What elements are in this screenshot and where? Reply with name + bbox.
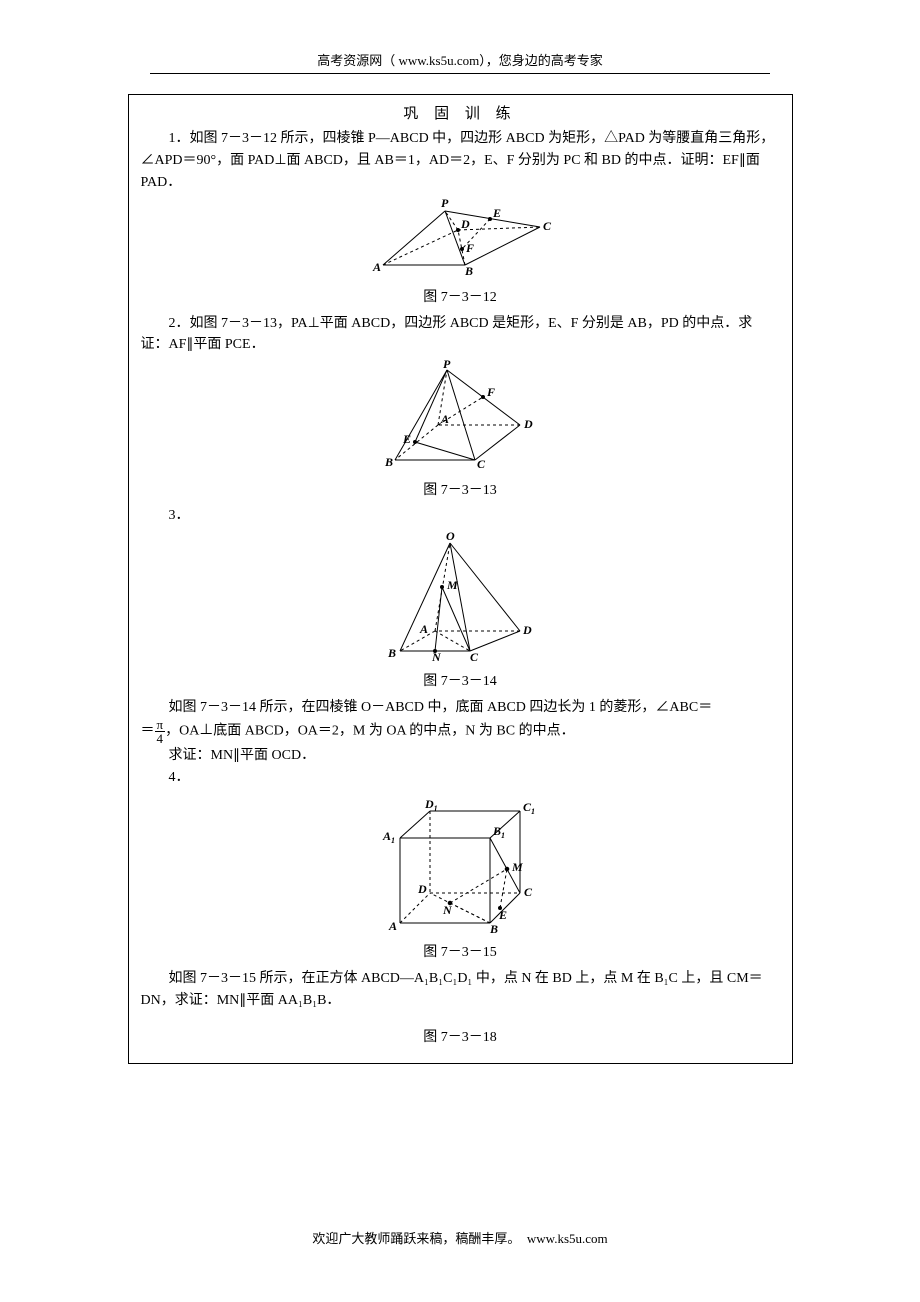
problem-3-text-b: ，OA⊥底面 ABCD，OA＝2，M 为 OA 的中点，N 为 BC 的中点． xyxy=(165,724,575,739)
figure-7-3-15-caption: 图 7－3－15 xyxy=(141,942,780,964)
problem-4-text: 如图 7－3－15 所示，在正方体 ABCD—A₁B₁C₁D₁ 中，点 N 在 … xyxy=(141,968,780,1011)
frac-den: 4 xyxy=(155,732,166,745)
label-D2: D xyxy=(523,417,533,431)
label-D4: D xyxy=(417,882,427,896)
label-C: C xyxy=(543,219,552,233)
header-rule xyxy=(150,73,770,74)
label-C4: C xyxy=(524,885,533,899)
footer-url: www.ks5u.com xyxy=(527,1231,608,1246)
label-B2: B xyxy=(384,455,393,469)
figure-7-3-18-caption: 图 7－3－18 xyxy=(141,1027,780,1049)
header-tagline: 您身边的高考专家 xyxy=(499,53,603,68)
label-E4: E xyxy=(498,908,507,922)
label-D: D xyxy=(460,217,470,231)
label-E: E xyxy=(492,206,501,220)
problem-1-text: 1．如图 7－3－12 所示，四棱锥 P—ABCD 中，四边形 ABCD 为矩形… xyxy=(141,128,780,193)
figure-7-3-12-caption: 图 7－3－12 xyxy=(141,287,780,309)
label-O3: O xyxy=(446,531,455,543)
figure-7-3-14-caption: 图 7－3－14 xyxy=(141,671,780,693)
label-A1-4: A1 xyxy=(382,829,395,845)
label-M4: M xyxy=(511,860,523,874)
label-E2: E xyxy=(402,432,411,446)
problem-3-frac-line: ＝π4，OA⊥底面 ABCD，OA＝2，M 为 OA 的中点，N 为 BC 的中… xyxy=(141,718,780,745)
page-footer: 欢迎广大教师踊跃来稿，稿酬丰厚。 www.ks5u.com xyxy=(0,1228,920,1247)
label-F2: F xyxy=(486,385,495,399)
figure-7-3-12: P E C D F A B xyxy=(141,197,780,285)
label-N4: N xyxy=(442,903,453,917)
label-A: A xyxy=(372,260,381,274)
label-D1-4: D1 xyxy=(424,797,438,813)
label-C3: C xyxy=(470,650,479,661)
label-F: F xyxy=(465,241,474,255)
header-site-name: 高考资源网 xyxy=(317,53,382,68)
page-header: 高考资源网（ www.ks5u.com），您身边的高考专家 xyxy=(0,50,920,69)
label-D3: D xyxy=(522,623,532,637)
header-url: www.ks5u.com xyxy=(398,53,479,68)
problem-2-text: 2．如图 7－3－13，PA⊥平面 ABCD，四边形 ABCD 是矩形，E、F … xyxy=(141,313,780,356)
label-M3: M xyxy=(446,578,458,592)
figure-7-3-14: O M A D B N C xyxy=(141,531,780,669)
fraction-pi-4: π4 xyxy=(155,718,166,745)
figure-7-3-15: D1 C1 A1 B1 M D C N E A B xyxy=(141,793,780,941)
problem-3-text-a: 如图 7－3－14 所示，在四棱锥 O－ABCD 中，底面 ABCD 四边长为 … xyxy=(169,700,713,715)
label-B: B xyxy=(464,264,473,277)
label-B3: B xyxy=(387,646,396,660)
label-B4: B xyxy=(489,922,498,933)
problem-3-text: 如图 7－3－14 所示，在四棱锥 O－ABCD 中，底面 ABCD 四边长为 … xyxy=(141,697,780,719)
label-N3: N xyxy=(431,650,442,661)
label-C2: C xyxy=(477,457,486,470)
section-title: 巩 固 训 练 xyxy=(141,103,780,126)
label-C1-4: C1 xyxy=(523,800,535,816)
problem-4-num: 4． xyxy=(141,767,780,789)
label-A4: A xyxy=(388,919,397,933)
problem-3-num: 3． xyxy=(141,505,780,527)
label-A2: A xyxy=(440,412,449,426)
content-box: 巩 固 训 练 1．如图 7－3－12 所示，四棱锥 P—ABCD 中，四边形 … xyxy=(128,94,793,1064)
frac-num: π xyxy=(155,718,166,732)
figure-7-3-13: P F D A E B C xyxy=(141,360,780,478)
problem-3-text-c: 求证：MN∥平面 OCD． xyxy=(141,745,780,767)
page: 高考资源网（ www.ks5u.com），您身边的高考专家 巩 固 训 练 1．… xyxy=(0,0,920,1302)
footer-text: 欢迎广大教师踊跃来稿，稿酬丰厚。 xyxy=(312,1231,514,1246)
figure-7-3-13-caption: 图 7－3－13 xyxy=(141,480,780,502)
spacer xyxy=(141,1011,780,1025)
label-P: P xyxy=(441,197,449,210)
label-A3: A xyxy=(419,622,428,636)
label-P2: P xyxy=(443,360,451,371)
